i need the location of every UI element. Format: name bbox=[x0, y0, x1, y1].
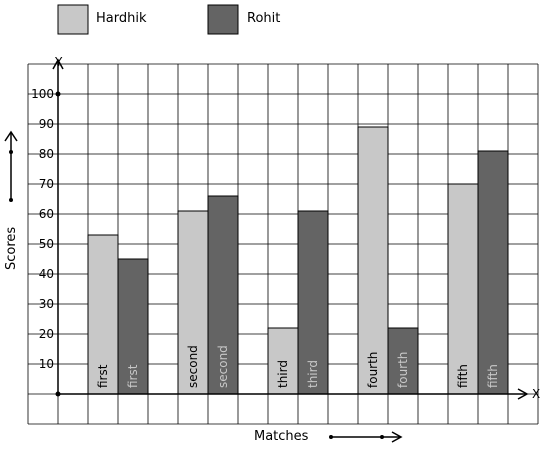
y-direction-arrow bbox=[4, 130, 18, 202]
y-axis-arrowhead bbox=[52, 58, 64, 70]
y-tick-label: 90 bbox=[39, 117, 54, 131]
bar-label-hardhik-third: third bbox=[276, 360, 290, 388]
bar-rohit-third bbox=[297, 210, 329, 395]
bar-label-rohit-fourth: fourth bbox=[396, 352, 410, 388]
legend-swatch-rohit bbox=[207, 4, 239, 35]
y-tick-label: 50 bbox=[39, 237, 54, 251]
bar-label-rohit-first: first bbox=[126, 364, 140, 388]
bar-hardhik-fourth bbox=[357, 126, 389, 395]
y-axis-letter: Y bbox=[54, 55, 63, 69]
x-axis-arrowhead bbox=[517, 388, 529, 400]
bar-hardhik-first bbox=[87, 234, 119, 395]
y-axis-dot bbox=[55, 91, 61, 97]
legend-label-hardhik: Hardhik bbox=[96, 11, 147, 26]
legend: Hardhik Rohit bbox=[57, 4, 280, 35]
legend-label-rohit: Rohit bbox=[247, 11, 280, 26]
x-axis-label: Matches bbox=[254, 429, 309, 444]
bar-label-rohit-third: third bbox=[306, 360, 320, 388]
bars bbox=[87, 126, 509, 395]
bar-label-rohit-fifth: fifth bbox=[486, 364, 500, 388]
bar-rohit-fourth bbox=[387, 327, 419, 395]
bar-rohit-second bbox=[207, 195, 239, 395]
y-tick-labels: 10 20 30 40 50 60 70 80 90 100 bbox=[31, 87, 54, 371]
bar-label-hardhik-fourth: fourth bbox=[366, 352, 380, 388]
y-tick-label: 10 bbox=[39, 357, 54, 371]
bar-hardhik-second bbox=[177, 210, 209, 395]
bar-hardhik-third bbox=[267, 327, 299, 395]
y-tick-label: 80 bbox=[39, 147, 54, 161]
bar-label-rohit-second: second bbox=[216, 345, 230, 388]
legend-swatch-hardhik bbox=[57, 4, 89, 35]
y-tick-label: 40 bbox=[39, 267, 54, 281]
origin-dot bbox=[55, 391, 61, 397]
bar-rohit-first bbox=[117, 258, 149, 395]
bar-label-hardhik-first: first bbox=[96, 364, 110, 388]
bar-label-hardhik-fifth: fifth bbox=[456, 364, 470, 388]
y-tick-label: 70 bbox=[39, 177, 54, 191]
x-axis-letter: X bbox=[532, 387, 540, 401]
bar-category-labels: first first second second third third fourth fo… bbox=[96, 345, 500, 388]
y-tick-label: 20 bbox=[39, 327, 54, 341]
y-tick-label: 60 bbox=[39, 207, 54, 221]
bar-rohit-fifth bbox=[477, 150, 509, 395]
y-tick-label: 100 bbox=[31, 87, 54, 101]
x-direction-arrow bbox=[329, 431, 403, 443]
bar-label-hardhik-second: second bbox=[186, 345, 200, 388]
bar-hardhik-fifth bbox=[447, 183, 479, 395]
axes bbox=[52, 58, 529, 400]
y-tick-label: 30 bbox=[39, 297, 54, 311]
y-axis-label: Scores bbox=[4, 227, 19, 270]
